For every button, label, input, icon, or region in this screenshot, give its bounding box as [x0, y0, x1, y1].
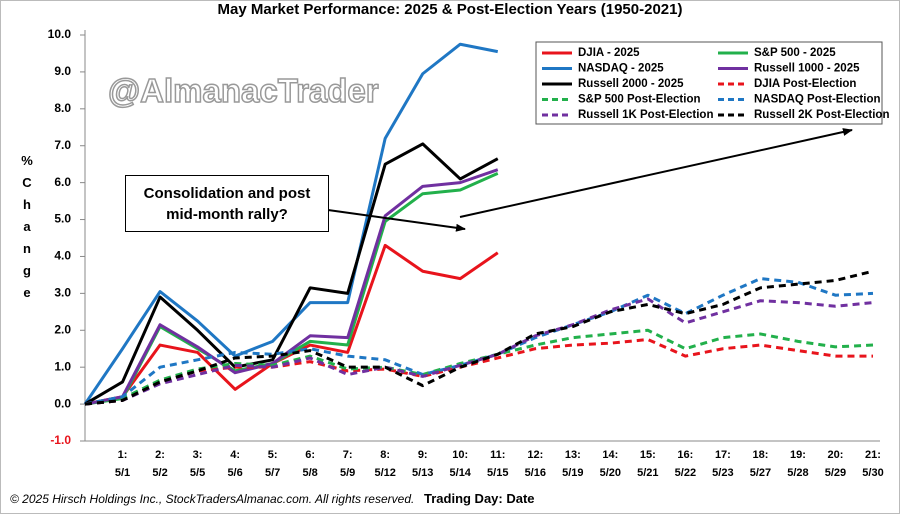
x-tick-label: 15: 5/21: [637, 449, 659, 479]
legend-label: Russell 1K Post-Election: [578, 109, 713, 121]
y-axis-label: % Change: [21, 153, 33, 300]
legend-label: S&P 500 Post-Election: [578, 94, 701, 106]
legend-label: Russell 2000 - 2025: [578, 78, 684, 90]
y-tick-label: 3.0: [54, 286, 71, 300]
legend-label: S&P 500 - 2025: [754, 47, 836, 59]
y-tick-label: 0.0: [54, 396, 71, 410]
arrow: [459, 128, 853, 218]
watermark: @AlmanacTrader: [107, 71, 379, 110]
x-tick-label: 16: 5/22: [674, 449, 697, 479]
chart-title: May Market Performance: 2025 & Post-Elec…: [218, 1, 683, 18]
x-tick-label: 14: 5/20: [599, 449, 622, 479]
y-tick-label: 2.0: [54, 322, 71, 336]
series-line: [84, 243, 499, 406]
x-tick-label: 18: 5/27: [749, 449, 772, 479]
legend-label: DJIA Post-Election: [754, 78, 856, 90]
legend-label: NASDAQ - 2025: [578, 63, 664, 75]
x-tick-label: 21: 5/30: [862, 449, 884, 479]
x-tick-label: 10: 5/14: [449, 449, 471, 479]
y-tick-label: 10.0: [48, 27, 72, 41]
x-tick-label: 19: 5/28: [787, 449, 809, 479]
annotation: Consolidation and post mid-month rally?: [125, 175, 329, 232]
y-tick-label: 6.0: [54, 175, 71, 189]
x-tick-label: 20: 5/29: [824, 449, 847, 479]
x-tick-label: 4: 5/6: [227, 449, 243, 479]
series-line: [84, 142, 499, 406]
series-line: [84, 328, 874, 406]
x-tick-label: 7: 5/9: [340, 449, 356, 479]
arrow: [327, 209, 466, 232]
y-tick-label: 5.0: [54, 212, 71, 226]
y-tick-label: 1.0: [54, 359, 71, 373]
series-line: [84, 269, 874, 406]
legend-box: [535, 41, 883, 125]
legend-label: Russell 1000 - 2025: [754, 63, 860, 75]
y-tick-label: -1.0: [50, 433, 71, 447]
x-tick-label: 5: 5/7: [264, 449, 281, 479]
series-line: [84, 168, 499, 406]
x-tick-label: 3: 5/5: [189, 449, 206, 479]
y-tick-label: 9.0: [54, 64, 71, 78]
x-tick-label: 6: 5/8: [302, 449, 318, 479]
y-tick-label: 7.0: [54, 138, 71, 152]
legend-label: DJIA - 2025: [578, 47, 640, 59]
x-tick-label: 17: 5/23: [712, 449, 734, 479]
x-tick-label: 1: 5/1: [114, 449, 131, 479]
x-tick-label: 13: 5/19: [562, 449, 584, 479]
x-tick-label: 12: 5/16: [524, 449, 546, 479]
series-line: [84, 297, 874, 406]
y-tick-label: 8.0: [54, 101, 71, 115]
legend-label: NASDAQ Post-Election: [754, 94, 881, 106]
x-tick-label: 8: 5/12: [374, 449, 396, 479]
x-tick-label: 11: 5/15: [487, 449, 509, 479]
x-tick-label: 9: 5/13: [411, 449, 434, 479]
footer: © 2025 Hirsch Holdings Inc., StockTrader…: [10, 492, 415, 506]
series-line: [84, 277, 874, 406]
x-tick-label: 2: 5/2: [152, 449, 168, 479]
x-axis-label: Trading Day: Date: [424, 491, 535, 506]
legend-label: Russell 2K Post-Election: [754, 109, 889, 121]
y-tick-label: 4.0: [54, 249, 71, 263]
